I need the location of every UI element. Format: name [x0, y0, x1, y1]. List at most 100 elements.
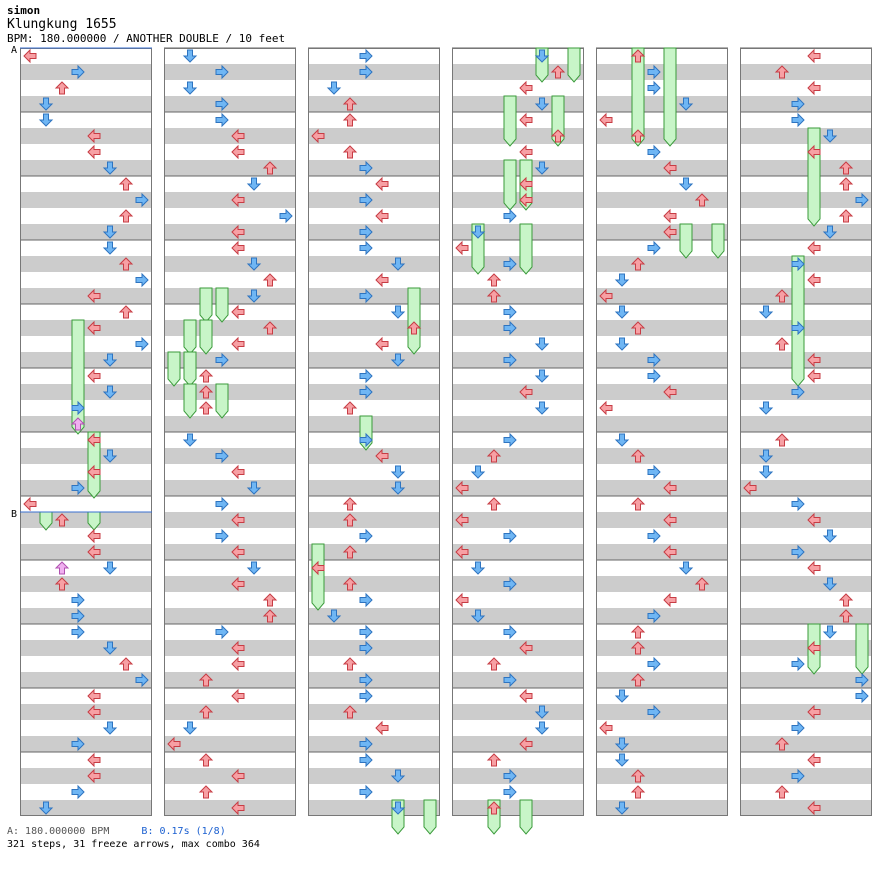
freeze-arrow [199, 319, 213, 355]
beat-band [740, 704, 872, 720]
chart-panel [740, 47, 872, 816]
freeze-arrow [183, 383, 197, 419]
beat-band [452, 320, 584, 336]
beat-band [308, 320, 440, 336]
beat-band [308, 512, 440, 528]
beat-band [452, 672, 584, 688]
beat-band [164, 480, 296, 496]
beat-band [164, 544, 296, 560]
beat-band [596, 768, 728, 784]
beat-band [596, 320, 728, 336]
beat-band [308, 608, 440, 624]
beat-band [164, 768, 296, 784]
freeze-arrow [215, 383, 229, 419]
summary-text: 321 steps, 31 freeze arrows, max combo 3… [7, 839, 260, 850]
bpm-a-label: A: 180.000000 BPM [7, 826, 110, 837]
beat-band [452, 192, 584, 208]
freeze-arrow [471, 223, 485, 275]
beat-band [308, 288, 440, 304]
beat-band [740, 96, 872, 112]
beat-band [740, 608, 872, 624]
section-label: A [11, 45, 17, 56]
beat-band [596, 352, 728, 368]
freeze-arrow [87, 431, 101, 499]
chart-panel [164, 47, 296, 816]
beat-band [596, 64, 728, 80]
chart-panel [308, 47, 440, 835]
beat-band [740, 64, 872, 80]
beat-band [740, 352, 872, 368]
beat-band [164, 448, 296, 464]
freeze-arrow [711, 223, 725, 259]
beat-band [452, 576, 584, 592]
beat-band [164, 320, 296, 336]
beat-band [740, 640, 872, 656]
beat-band [308, 576, 440, 592]
beat-band [740, 160, 872, 176]
stop-b-label: B: 0.17s (1/8) [141, 826, 226, 837]
beat-band [452, 256, 584, 272]
beat-band [596, 704, 728, 720]
beat-band [308, 480, 440, 496]
beat-band [308, 352, 440, 368]
beat-band [452, 704, 584, 720]
beat-band [20, 576, 152, 592]
beat-band [20, 672, 152, 688]
beat-band [308, 128, 440, 144]
beat-band [20, 512, 152, 528]
beat-band [20, 480, 152, 496]
song-title: Klungkung 1655 [7, 17, 117, 32]
beat-band [308, 96, 440, 112]
beat-band [596, 640, 728, 656]
freeze-arrow [679, 223, 693, 259]
beat-band [740, 736, 872, 752]
beat-band [308, 640, 440, 656]
chart-info: BPM: 180.000000 / ANOTHER DOUBLE / 10 fe… [7, 32, 286, 45]
panel-border [164, 48, 296, 816]
beat-band [20, 224, 152, 240]
beat-band [596, 544, 728, 560]
beat-band [20, 320, 152, 336]
beat-band [20, 64, 152, 80]
freeze-arrow [503, 159, 517, 211]
beat-band [740, 768, 872, 784]
beat-band [452, 736, 584, 752]
beat-band [452, 128, 584, 144]
freeze-arrow [807, 127, 821, 227]
beat-band [740, 672, 872, 688]
beat-band [308, 416, 440, 432]
beat-band [164, 224, 296, 240]
freeze-arrow [519, 799, 533, 835]
beat-band [596, 192, 728, 208]
chart-header: simon Klungkung 1655 BPM: 180.000000 / A… [7, 4, 285, 45]
beat-band [20, 128, 152, 144]
beat-band [164, 96, 296, 112]
beat-band [596, 128, 728, 144]
chart-panel [596, 47, 728, 816]
beat-band [740, 320, 872, 336]
freeze-arrow [567, 47, 581, 83]
chart-panel [20, 47, 152, 816]
beat-band [164, 416, 296, 432]
beat-band [164, 608, 296, 624]
beat-band [20, 192, 152, 208]
beat-band [596, 800, 728, 816]
beat-band [20, 256, 152, 272]
beat-band [308, 448, 440, 464]
beat-band [740, 384, 872, 400]
beat-band [740, 288, 872, 304]
beat-band [20, 448, 152, 464]
beat-band [164, 800, 296, 816]
beat-band [740, 512, 872, 528]
beat-band [740, 800, 872, 816]
beat-band [164, 64, 296, 80]
beat-band [20, 640, 152, 656]
beat-band [452, 384, 584, 400]
beat-band [308, 256, 440, 272]
beat-band [452, 288, 584, 304]
beat-band [308, 224, 440, 240]
beat-band [20, 800, 152, 816]
panel-border [452, 48, 584, 816]
beat-band [740, 128, 872, 144]
beat-band [452, 64, 584, 80]
